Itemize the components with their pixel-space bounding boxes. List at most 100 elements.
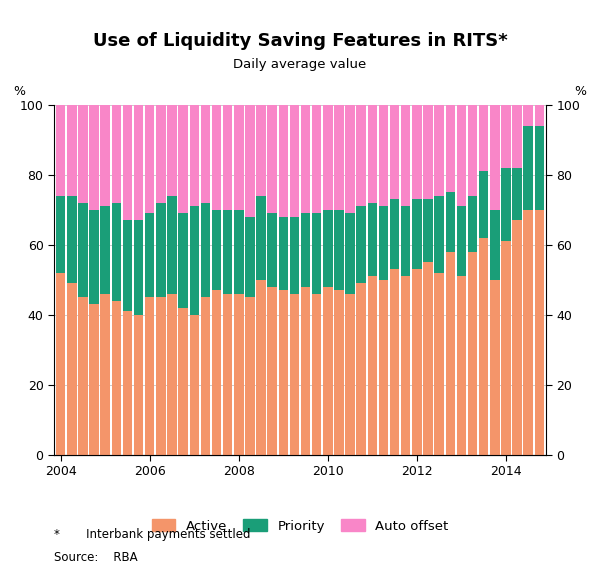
Bar	[390, 199, 400, 269]
Bar	[334, 105, 344, 210]
Bar	[468, 196, 477, 252]
Bar	[301, 287, 310, 455]
Bar	[145, 105, 154, 213]
Bar	[245, 217, 254, 297]
Bar	[167, 294, 177, 455]
Text: %: %	[14, 85, 26, 98]
Bar	[56, 273, 65, 455]
Bar	[446, 252, 455, 455]
Bar	[490, 280, 500, 455]
Bar	[379, 280, 388, 455]
Text: Source:    RBA: Source: RBA	[54, 551, 137, 564]
Bar	[212, 290, 221, 455]
Bar	[256, 105, 266, 196]
Bar	[234, 294, 244, 455]
Bar	[223, 105, 232, 210]
Bar	[268, 105, 277, 213]
Bar	[145, 297, 154, 455]
Legend: Active, Priority, Auto offset: Active, Priority, Auto offset	[146, 514, 454, 538]
Bar	[190, 105, 199, 206]
Bar	[523, 105, 533, 126]
Bar	[356, 283, 366, 455]
Bar	[479, 238, 488, 455]
Bar	[346, 213, 355, 294]
Bar	[67, 283, 77, 455]
Bar	[89, 210, 99, 304]
Bar	[290, 294, 299, 455]
Bar	[200, 203, 210, 297]
Bar	[512, 105, 522, 168]
Bar	[78, 297, 88, 455]
Text: Use of Liquidity Saving Features in RITS*: Use of Liquidity Saving Features in RITS…	[92, 32, 508, 50]
Bar	[56, 105, 65, 196]
Bar	[112, 301, 121, 455]
Bar	[167, 196, 177, 294]
Text: *       Interbank payments settled: * Interbank payments settled	[54, 528, 251, 540]
Bar	[368, 276, 377, 455]
Bar	[401, 206, 410, 276]
Bar	[190, 315, 199, 455]
Bar	[123, 311, 132, 455]
Bar	[356, 105, 366, 206]
Text: Daily average value: Daily average value	[233, 58, 367, 71]
Bar	[312, 294, 322, 455]
Bar	[89, 304, 99, 455]
Bar	[156, 297, 166, 455]
Bar	[134, 315, 143, 455]
Bar	[457, 105, 466, 206]
Bar	[368, 203, 377, 276]
Bar	[423, 105, 433, 199]
Bar	[56, 196, 65, 273]
Bar	[535, 126, 544, 210]
Bar	[412, 105, 422, 199]
Bar	[390, 105, 400, 199]
Bar	[212, 210, 221, 290]
Bar	[323, 287, 332, 455]
Bar	[501, 105, 511, 168]
Bar	[434, 105, 444, 196]
Bar	[412, 269, 422, 455]
Bar	[67, 105, 77, 196]
Bar	[512, 220, 522, 455]
Bar	[390, 269, 400, 455]
Bar	[312, 213, 322, 294]
Bar	[323, 210, 332, 287]
Bar	[112, 105, 121, 203]
Bar	[290, 217, 299, 294]
Bar	[223, 210, 232, 294]
Bar	[256, 280, 266, 455]
Bar	[346, 105, 355, 213]
Bar	[523, 126, 533, 210]
Bar	[368, 105, 377, 203]
Bar	[523, 210, 533, 455]
Bar	[312, 105, 322, 213]
Bar	[134, 105, 143, 220]
Bar	[434, 273, 444, 455]
Bar	[301, 105, 310, 213]
Bar	[178, 308, 188, 455]
Bar	[268, 287, 277, 455]
Bar	[434, 196, 444, 273]
Bar	[501, 168, 511, 241]
Bar	[190, 206, 199, 315]
Bar	[178, 105, 188, 213]
Bar	[200, 105, 210, 203]
Bar	[123, 220, 132, 311]
Bar	[234, 105, 244, 210]
Bar	[268, 213, 277, 287]
Bar	[501, 241, 511, 455]
Bar	[401, 276, 410, 455]
Bar	[490, 105, 500, 210]
Bar	[223, 294, 232, 455]
Bar	[334, 290, 344, 455]
Bar	[535, 210, 544, 455]
Bar	[512, 168, 522, 220]
Bar	[112, 203, 121, 301]
Bar	[346, 294, 355, 455]
Bar	[145, 213, 154, 297]
Bar	[412, 199, 422, 269]
Bar	[379, 105, 388, 206]
Bar	[156, 203, 166, 297]
Text: %: %	[574, 85, 586, 98]
Bar	[457, 206, 466, 276]
